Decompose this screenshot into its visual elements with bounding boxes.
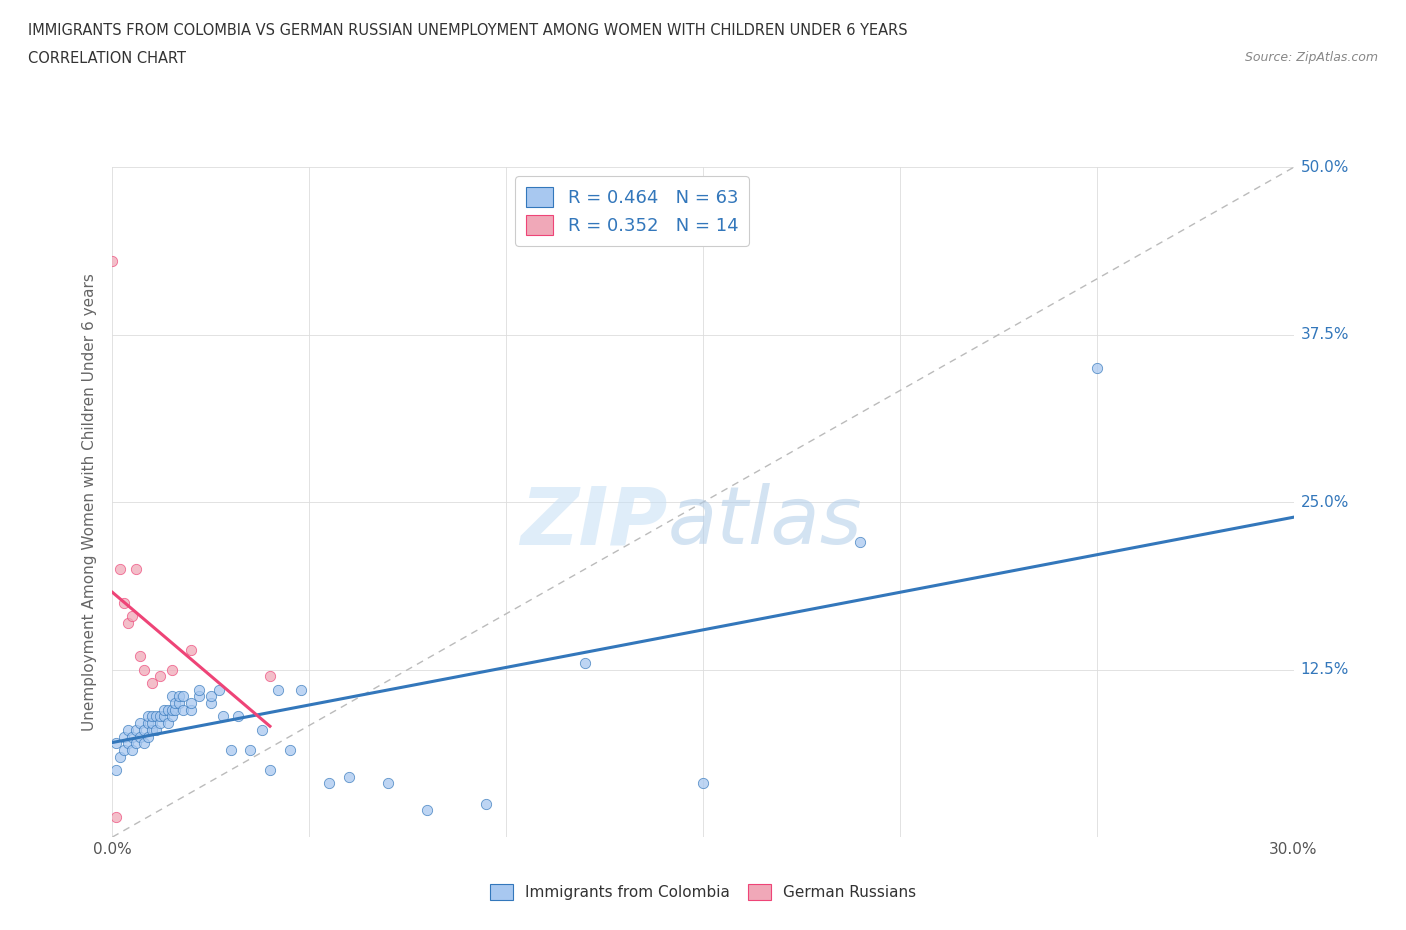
- Point: [132, 662, 155, 677]
- Point: [121, 729, 143, 744]
- Point: [188, 683, 211, 698]
- Point: [149, 709, 172, 724]
- Text: 37.5%: 37.5%: [1301, 327, 1348, 342]
- Point: [141, 723, 163, 737]
- Point: [105, 809, 128, 824]
- Point: [259, 669, 281, 684]
- Point: [117, 723, 139, 737]
- Point: [169, 696, 191, 711]
- Point: [110, 750, 132, 764]
- Point: [136, 716, 159, 731]
- Point: [165, 702, 187, 717]
- Point: [160, 689, 183, 704]
- Point: [112, 729, 135, 744]
- Point: [129, 716, 152, 731]
- Point: [200, 696, 222, 711]
- Point: [416, 803, 439, 817]
- Point: [149, 669, 172, 684]
- Point: [267, 683, 290, 698]
- Point: [160, 709, 183, 724]
- Point: [129, 729, 152, 744]
- Point: [228, 709, 250, 724]
- Point: [156, 702, 179, 717]
- Point: [112, 742, 135, 757]
- Point: [112, 595, 135, 610]
- Point: [105, 736, 128, 751]
- Point: [849, 535, 872, 550]
- Point: [188, 689, 211, 704]
- Point: [169, 689, 191, 704]
- Point: [180, 642, 202, 657]
- Point: [377, 776, 399, 790]
- Point: [475, 796, 498, 811]
- Point: [141, 716, 163, 731]
- Text: 25.0%: 25.0%: [1301, 495, 1348, 510]
- Point: [1085, 361, 1108, 376]
- Point: [132, 723, 155, 737]
- Point: [290, 683, 312, 698]
- Point: [160, 702, 183, 717]
- Point: [105, 763, 128, 777]
- Point: [692, 776, 714, 790]
- Point: [219, 742, 242, 757]
- Point: [160, 662, 183, 677]
- Text: 12.5%: 12.5%: [1301, 662, 1348, 677]
- Point: [117, 616, 139, 631]
- Point: [110, 562, 132, 577]
- Point: [117, 736, 139, 751]
- Point: [141, 675, 163, 690]
- Point: [180, 702, 202, 717]
- Point: [145, 723, 167, 737]
- Point: [211, 709, 233, 724]
- Point: [574, 656, 596, 671]
- Point: [156, 716, 179, 731]
- Point: [136, 709, 159, 724]
- Text: 50.0%: 50.0%: [1301, 160, 1348, 175]
- Point: [172, 689, 194, 704]
- Point: [136, 729, 159, 744]
- Y-axis label: Unemployment Among Women with Children Under 6 years: Unemployment Among Women with Children U…: [82, 273, 97, 731]
- Point: [125, 736, 148, 751]
- Point: [259, 763, 281, 777]
- Text: ZIP: ZIP: [520, 484, 668, 562]
- Point: [141, 709, 163, 724]
- Point: [121, 608, 143, 623]
- Point: [208, 683, 231, 698]
- Point: [152, 702, 174, 717]
- Point: [239, 742, 262, 757]
- Point: [318, 776, 340, 790]
- Point: [121, 742, 143, 757]
- Text: IMMIGRANTS FROM COLOMBIA VS GERMAN RUSSIAN UNEMPLOYMENT AMONG WOMEN WITH CHILDRE: IMMIGRANTS FROM COLOMBIA VS GERMAN RUSSI…: [28, 23, 908, 38]
- Point: [145, 709, 167, 724]
- Point: [172, 702, 194, 717]
- Point: [152, 709, 174, 724]
- Legend: Immigrants from Colombia, German Russians: Immigrants from Colombia, German Russian…: [484, 878, 922, 907]
- Point: [125, 723, 148, 737]
- Point: [278, 742, 301, 757]
- Point: [149, 716, 172, 731]
- Point: [180, 696, 202, 711]
- Point: [165, 696, 187, 711]
- Text: atlas: atlas: [668, 484, 862, 562]
- Point: [129, 649, 152, 664]
- Point: [337, 769, 360, 784]
- Point: [125, 562, 148, 577]
- Text: Source: ZipAtlas.com: Source: ZipAtlas.com: [1244, 51, 1378, 64]
- Point: [250, 723, 273, 737]
- Point: [101, 254, 124, 269]
- Point: [200, 689, 222, 704]
- Point: [132, 736, 155, 751]
- Text: CORRELATION CHART: CORRELATION CHART: [28, 51, 186, 66]
